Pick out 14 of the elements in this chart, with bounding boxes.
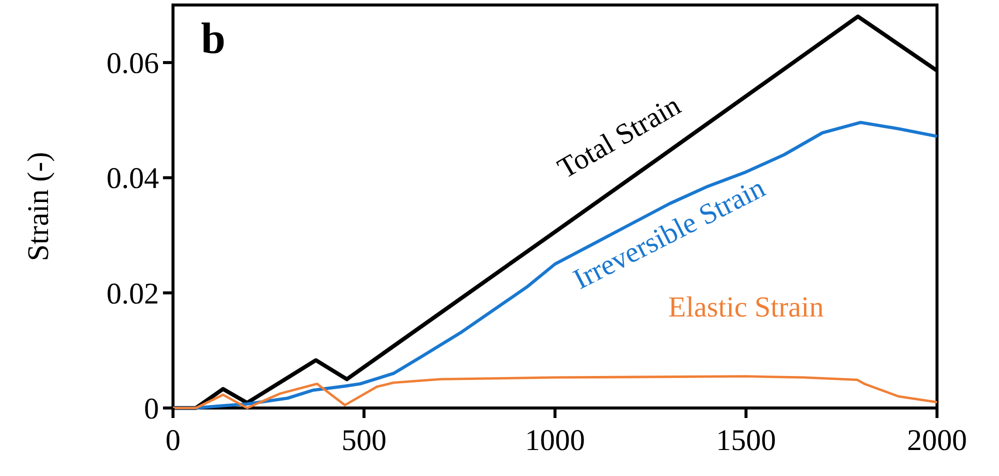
- line-series: [172, 375, 938, 410]
- x-tick-label: 500: [342, 424, 386, 457]
- series-label: Elastic Strain: [668, 291, 824, 324]
- x-tick-label: 1000: [525, 424, 585, 457]
- x-tick-label: 1500: [716, 424, 776, 457]
- y-axis-title: Strain (-): [22, 152, 55, 262]
- y-tick-label: 0.04: [106, 162, 159, 196]
- y-tick-label: 0: [144, 392, 159, 426]
- x-tick-label: 0: [166, 424, 180, 457]
- text: Total Strain: [552, 89, 686, 186]
- y-tick-label: 0.06: [106, 47, 159, 80]
- y-tick-label: 0.02: [106, 277, 159, 310]
- annotation: b: [201, 14, 226, 63]
- x-tick-label: 2000: [907, 424, 967, 457]
